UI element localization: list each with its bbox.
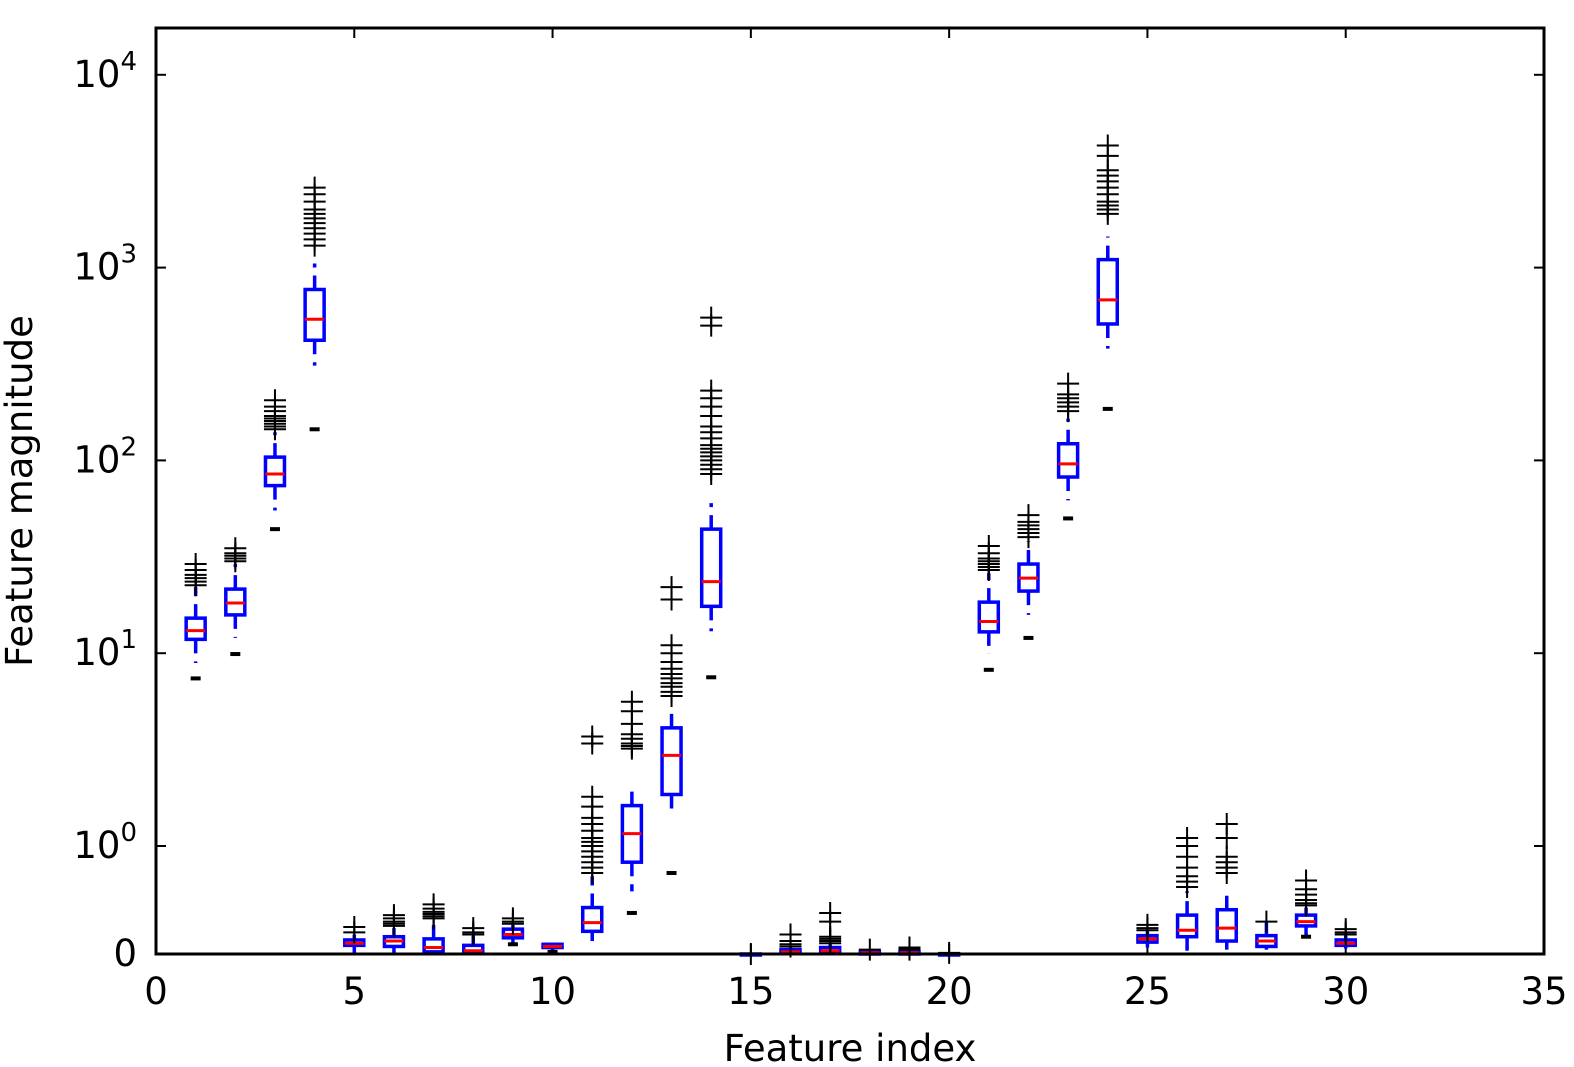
- y-tick-label: 100: [73, 818, 137, 867]
- flier-high: [1017, 504, 1040, 527]
- box-feature-25: [1136, 913, 1159, 948]
- flier-high: [819, 901, 842, 924]
- box-iqr: [422, 937, 445, 954]
- flier-high: [303, 176, 326, 199]
- box-feature-6: [382, 904, 406, 953]
- box-iqr: [1175, 913, 1199, 939]
- box-feature-11: [580, 725, 604, 942]
- box-feature-21: [977, 534, 1001, 672]
- flier-high: [343, 916, 366, 938]
- box-feature-26: [1175, 827, 1199, 951]
- x-axis: 0 5 10 15 20 25 30 35: [144, 28, 1568, 1013]
- box-feature-5: [343, 916, 366, 953]
- y-tick-label: 104: [73, 47, 137, 96]
- x-tick-label: 0: [144, 970, 168, 1013]
- flier-high: [224, 537, 247, 560]
- flier-high: [422, 893, 445, 916]
- box-feature-27: [1215, 813, 1238, 950]
- box-iqr: [1096, 257, 1120, 326]
- x-tick-label: 15: [727, 970, 774, 1013]
- y-tick-label: 101: [73, 625, 137, 674]
- y-tick-label: 0: [113, 932, 137, 975]
- flier-high: [1215, 813, 1238, 836]
- flier-high: [1334, 918, 1357, 941]
- box-iqr: [263, 455, 287, 488]
- box-iqr: [977, 600, 1001, 634]
- box-iqr: [699, 527, 723, 609]
- flier-high: [1176, 827, 1199, 850]
- x-tick-label: 35: [1520, 970, 1567, 1013]
- flier-high: [620, 690, 643, 713]
- flier-high: [1057, 372, 1080, 395]
- box-iqr: [184, 616, 207, 642]
- flier-high: [581, 725, 604, 748]
- box-iqr: [580, 905, 604, 934]
- box-feature-2: [224, 537, 247, 657]
- box-feature-28: [1255, 910, 1278, 950]
- box-iqr: [303, 287, 326, 342]
- box-iqr: [660, 726, 683, 797]
- flier-high: [977, 534, 1000, 557]
- flier-high: [779, 923, 802, 946]
- x-tick-label: 10: [529, 970, 576, 1013]
- box-iqr: [1215, 907, 1238, 943]
- flier-high: [462, 917, 485, 940]
- flier-high: [858, 938, 881, 961]
- flier-high: [382, 904, 405, 927]
- flier-high: [184, 553, 207, 576]
- y-axis: 0 100 101 102 103 104: [73, 47, 1544, 975]
- box-feature-29: [1294, 869, 1318, 939]
- y-tick-label: 103: [73, 240, 137, 289]
- flier-high: [581, 785, 604, 808]
- x-tick-label: 30: [1322, 970, 1369, 1013]
- x-tick-label: 25: [1124, 970, 1171, 1013]
- box-feature-1: [184, 553, 207, 681]
- flier-high: [1215, 845, 1238, 868]
- flier-high: [1295, 869, 1318, 892]
- flier-high: [700, 379, 723, 402]
- box-feature-4: [303, 176, 326, 432]
- x-axis-label: Feature index: [724, 1027, 977, 1067]
- flier-high: [1096, 134, 1119, 157]
- flier-high: [660, 576, 683, 599]
- box-feature-17: [818, 901, 842, 955]
- box-feature-22: [1017, 504, 1040, 640]
- box-feature-14: [699, 306, 723, 680]
- flier-high: [263, 389, 286, 412]
- box-feature-30: [1334, 918, 1357, 949]
- box-feature-10: [541, 942, 564, 954]
- box-feature-3: [263, 389, 287, 532]
- flier-high: [700, 306, 723, 329]
- flier-high: [501, 907, 524, 930]
- plot-frame: [154, 26, 1546, 956]
- box-feature-9: [501, 907, 525, 947]
- box-iqr: [1056, 441, 1080, 479]
- y-tick-label: 102: [73, 432, 137, 481]
- box-feature-12: [620, 690, 644, 915]
- flier-high: [1136, 913, 1159, 936]
- box-feature-13: [660, 576, 683, 875]
- y-axis-label: Feature magnitude: [0, 315, 41, 667]
- flier-high: [1255, 910, 1278, 933]
- box-feature-23: [1056, 372, 1080, 521]
- x-tick-label: 5: [343, 970, 367, 1013]
- box-feature-24: [1096, 134, 1120, 411]
- box-series: [184, 134, 1357, 965]
- x-tick-label: 20: [926, 970, 973, 1013]
- box-feature-7: [422, 893, 445, 954]
- flier-high: [660, 634, 683, 657]
